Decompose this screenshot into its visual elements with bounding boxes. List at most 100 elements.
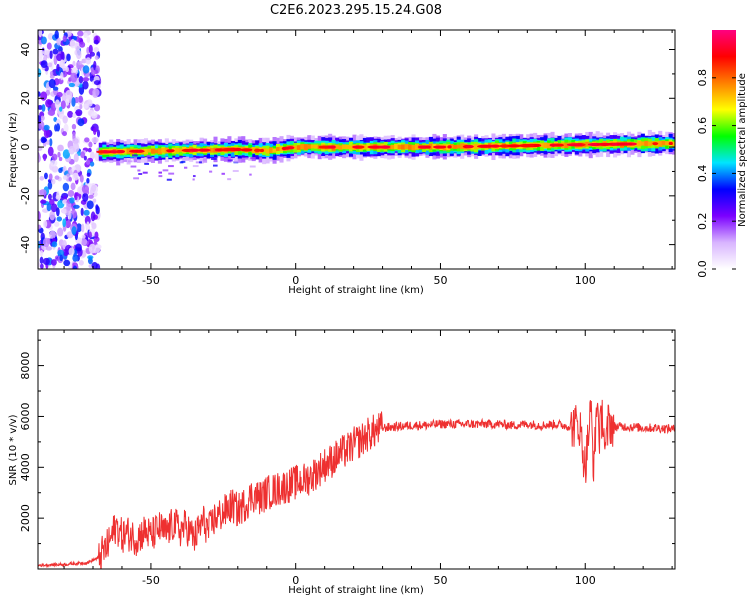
noise-cell [46, 203, 52, 212]
snr-frame [37, 329, 676, 570]
noise-cell [86, 221, 90, 230]
signal-cell [456, 144, 461, 149]
x-tick-label: -50 [142, 274, 160, 287]
signal-scatter [162, 169, 169, 172]
signal-cell [147, 148, 152, 153]
noise-cell [48, 173, 53, 181]
signal-peak [447, 145, 452, 149]
signal-peak [378, 145, 391, 149]
signal-peak [520, 143, 535, 148]
signal-scatter [232, 158, 236, 161]
noise-cell [96, 129, 101, 138]
signal-scatter [223, 157, 230, 160]
signal-peak [188, 148, 200, 152]
noise-cell [38, 210, 41, 221]
noise-cell [51, 241, 58, 248]
noise-cell [82, 77, 90, 82]
signal-scatter [166, 178, 172, 181]
signal-scatter [192, 178, 195, 181]
noise-cell [83, 155, 87, 161]
noise-cell [86, 100, 93, 107]
noise-cell [72, 265, 78, 269]
noise-cell [68, 209, 72, 220]
x-tick-label: 50 [433, 574, 447, 587]
noise-cell [59, 59, 65, 68]
noise-cell [62, 115, 68, 124]
noise-cell [72, 143, 80, 153]
noise-cell [91, 136, 99, 144]
noise-cell [78, 95, 84, 103]
signal-cell [150, 148, 155, 154]
noise-cell [79, 174, 84, 183]
noise-cell [48, 78, 56, 89]
noise-cell [69, 197, 75, 204]
signal-cell [307, 144, 312, 149]
signal-scatter [192, 165, 199, 168]
signal-peak [117, 149, 126, 154]
signal-scatter [132, 154, 138, 157]
noise-cell [81, 58, 87, 64]
y-tick-label: 20 [19, 91, 32, 105]
signal-scatter [158, 175, 163, 178]
noise-cell [62, 218, 67, 228]
signal-cell [428, 143, 433, 150]
noise-cell [75, 223, 82, 233]
noise-cell [38, 91, 41, 97]
signal-scatter [184, 166, 188, 169]
noise-cell [49, 50, 53, 60]
signal-cell [644, 140, 649, 147]
snr-panel: -50 0 50 100 2000 4000 6000 8000 Height of stra… [8, 329, 676, 596]
signal-cell [414, 143, 420, 150]
noise-cell [62, 131, 67, 137]
signal-cell [411, 144, 416, 151]
noise-cell [55, 123, 61, 132]
noise-cell [40, 36, 47, 45]
signal-cell [637, 140, 642, 147]
noise-cell [56, 191, 60, 199]
colorbar-tick-label: 0.4 [696, 165, 709, 183]
noise-cell [59, 254, 64, 262]
noise-cell [54, 30, 59, 40]
signal-cell [658, 140, 663, 147]
noise-cell [89, 161, 95, 167]
noise-cell [65, 216, 69, 221]
noise-cell [57, 151, 61, 158]
signal-cell [640, 141, 645, 146]
noise-cell [85, 57, 91, 65]
noise-cell [51, 259, 57, 266]
signal-scatter [168, 172, 175, 175]
noise-cell [65, 66, 69, 73]
noise-cell [40, 115, 45, 121]
signal-cell [397, 144, 402, 150]
noise-cell [62, 182, 70, 192]
signal-peak [425, 145, 431, 149]
noise-cell [70, 182, 76, 191]
noise-cell [58, 167, 63, 174]
noise-cell [57, 249, 65, 257]
signal-cell [154, 149, 159, 154]
signal-peak [259, 148, 265, 153]
noise-cell [68, 176, 72, 182]
signal-cell [265, 148, 270, 154]
signal-scatter [192, 175, 196, 178]
noise-cell [38, 262, 41, 268]
signal-scatter [233, 160, 239, 163]
signal-scatter [249, 165, 256, 168]
noise-cell [93, 47, 100, 53]
signal-cell [293, 145, 298, 150]
noise-cell [38, 30, 43, 38]
signal-cell [401, 144, 406, 150]
chart-title: C2E6.2023.295.15.24.G08 [270, 3, 442, 18]
noise-cell [41, 104, 46, 112]
y-tick-label: -40 [19, 236, 32, 254]
signal-peak [240, 148, 253, 152]
noise-cell [41, 137, 48, 143]
y-tick-label: 0 [19, 144, 32, 151]
signal-scatter [130, 165, 137, 168]
spectrogram-plot-area [38, 30, 675, 269]
noise-cell [40, 91, 48, 101]
noise-cell [43, 172, 48, 180]
noise-cell [81, 234, 86, 239]
x-tick-label: 0 [292, 574, 299, 587]
